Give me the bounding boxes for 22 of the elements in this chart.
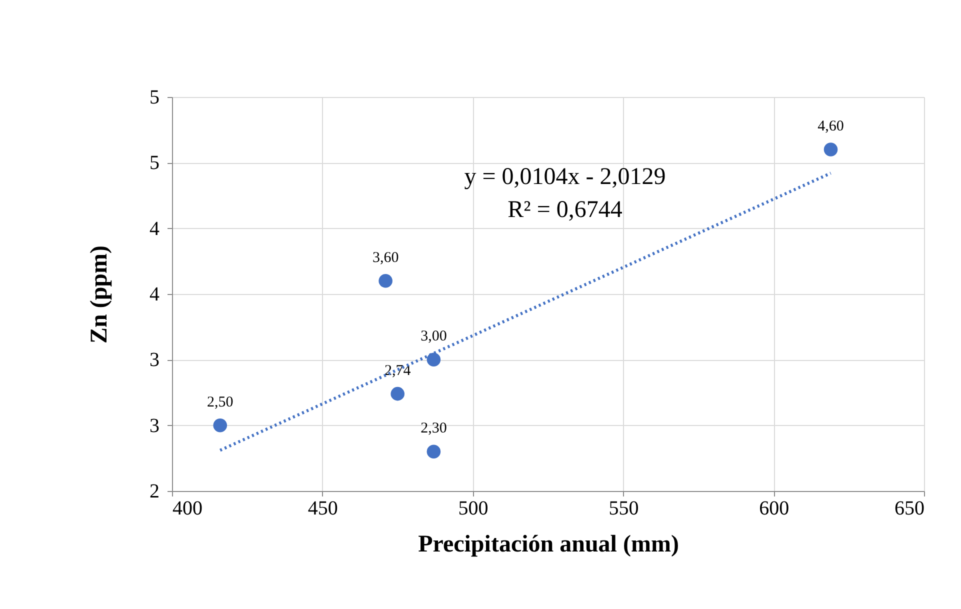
data-label: 2,30 bbox=[420, 420, 447, 437]
x-tick-label: 650 bbox=[894, 498, 924, 520]
data-label: 4,60 bbox=[818, 118, 844, 135]
x-axis-title: Precipitación anual (mm) bbox=[418, 532, 679, 558]
y-axis-title: Zn (ppm) bbox=[86, 245, 112, 344]
x-tick-label: 450 bbox=[308, 498, 338, 520]
y-tick-label: 5 bbox=[150, 152, 160, 174]
data-label: 3,60 bbox=[372, 250, 399, 266]
y-tick-label: 3 bbox=[150, 349, 160, 372]
x-tick-label: 550 bbox=[608, 498, 639, 520]
y-tick-label: 5 bbox=[150, 86, 160, 108]
y-tick-label: 4 bbox=[150, 218, 160, 240]
annotation: y = 0,0104x - 2,0129 bbox=[464, 164, 666, 190]
y-tick-label: 3 bbox=[150, 414, 160, 437]
y-tick-label: 4 bbox=[150, 284, 160, 306]
x-tick-label: 600 bbox=[759, 498, 790, 520]
data-label: 3,00 bbox=[420, 328, 447, 345]
x-tick-label: 500 bbox=[458, 498, 488, 520]
y-tick-label: 2 bbox=[150, 480, 160, 502]
annotation: R² = 0,6744 bbox=[508, 197, 622, 223]
x-tick-label: 400 bbox=[172, 498, 202, 520]
data-label: 2,50 bbox=[207, 394, 234, 410]
